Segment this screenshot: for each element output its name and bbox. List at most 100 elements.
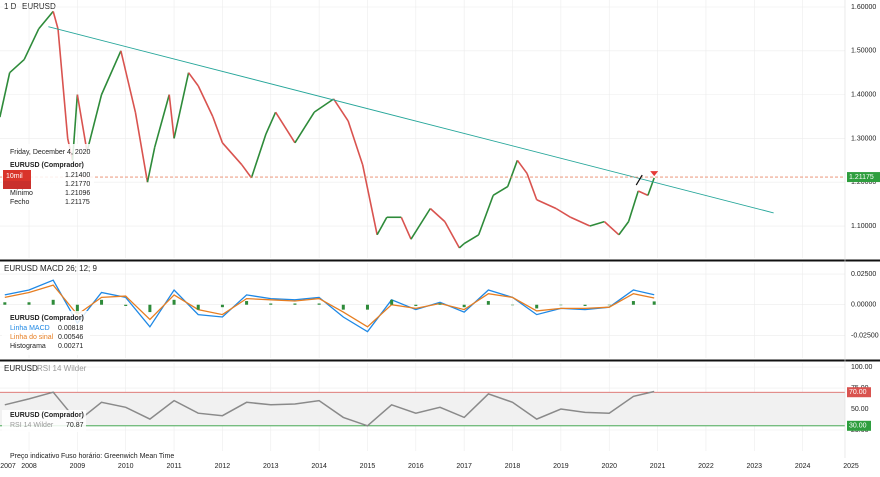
x-tick-label: 2009 xyxy=(70,463,86,470)
price-segment xyxy=(410,208,432,240)
histogram-bar xyxy=(148,304,152,313)
footer-note: Preço indicativo xyxy=(10,453,60,460)
price-segment xyxy=(463,234,480,245)
info-instrument: EURUSD (Comprador) xyxy=(10,315,84,322)
last-price-box xyxy=(847,172,880,183)
legend-label: Linha do sinal xyxy=(10,334,54,341)
histogram-bar xyxy=(317,303,321,305)
price-segment xyxy=(444,221,461,249)
price-segment xyxy=(197,85,214,117)
y-tick-label: 50.00 xyxy=(851,406,869,413)
price-segment xyxy=(536,199,557,210)
footer-timezone: Fuso horário: Greenwich Mean Time xyxy=(61,453,174,460)
y-tick-label: 0.02500 xyxy=(851,271,876,278)
price-segment xyxy=(647,177,655,196)
badge: 10mil xyxy=(6,173,23,180)
price-segment xyxy=(555,207,571,218)
info-box xyxy=(2,410,86,432)
histogram-bar xyxy=(607,304,611,306)
x-tick-label: 2020 xyxy=(601,463,617,470)
oversold-box xyxy=(847,420,871,431)
price-segment xyxy=(313,98,335,113)
price-segment xyxy=(100,50,122,95)
price-segment xyxy=(0,72,11,117)
price-segment xyxy=(274,111,296,144)
histogram-bar xyxy=(245,301,249,305)
x-tick-label: 2007 xyxy=(0,463,16,470)
price-segment xyxy=(57,28,69,139)
legend-value: 0.00546 xyxy=(58,334,83,341)
info-date: Friday, December 4, 2020 xyxy=(10,149,91,156)
price-segment xyxy=(265,111,277,135)
price-segment xyxy=(9,58,25,74)
macd-line xyxy=(4,279,655,333)
histogram-bar xyxy=(124,304,128,306)
price-segment xyxy=(376,216,388,236)
price-segment xyxy=(618,221,630,236)
price-segment xyxy=(627,190,640,222)
histogram-bar xyxy=(631,301,635,305)
histogram-bar xyxy=(27,302,31,305)
legend-value: 0.00818 xyxy=(58,325,83,332)
price-segment xyxy=(134,111,149,183)
x-tick-label: 2014 xyxy=(311,463,327,470)
x-tick-label: 2016 xyxy=(408,463,424,470)
histogram-bar xyxy=(172,299,176,305)
histogram-bar xyxy=(486,301,490,305)
y-tick-label: 0.00000 xyxy=(851,302,876,309)
y-tick-label: 1.30000 xyxy=(851,135,876,142)
histogram-bar xyxy=(583,304,587,306)
histogram-bar xyxy=(341,304,345,310)
price-segment xyxy=(38,10,54,30)
histogram-bar xyxy=(220,304,224,308)
legend-value: 0.00271 xyxy=(58,343,83,350)
price-segment xyxy=(294,111,315,144)
legend-label: RSI 14 Wilder xyxy=(10,422,54,429)
price-segment xyxy=(458,242,465,249)
price-segment xyxy=(211,116,224,144)
price-segment xyxy=(589,220,605,227)
info-instrument: EURUSD (Comprador) xyxy=(10,412,84,419)
symbol: EURUSD xyxy=(22,2,56,11)
histogram-bar xyxy=(51,299,55,305)
price-segment xyxy=(153,94,171,148)
price-segment xyxy=(506,160,519,187)
y-tick-label: 1.40000 xyxy=(851,91,876,98)
histogram-bar xyxy=(100,299,104,305)
x-tick-label: 2024 xyxy=(795,463,811,470)
rsi-band xyxy=(0,392,845,426)
info-value: 1.21770 xyxy=(65,181,90,188)
histogram-bar xyxy=(511,304,515,306)
histogram-bar xyxy=(75,304,79,314)
x-tick-label: 2008 xyxy=(21,463,37,470)
info-instrument: EURUSD (Comprador) xyxy=(10,162,84,169)
histogram-bar xyxy=(269,303,273,305)
x-tick-label: 2010 xyxy=(118,463,134,470)
legend-label: Linha MACD xyxy=(10,325,50,332)
x-tick-label: 2011 xyxy=(167,463,182,470)
price-segment xyxy=(86,94,103,152)
price-segment xyxy=(168,94,175,139)
price-segment xyxy=(187,72,199,87)
info-box xyxy=(2,311,90,355)
price-segment xyxy=(250,133,267,179)
y-tick-label: -0.02500 xyxy=(851,332,879,339)
histogram-bar xyxy=(196,304,200,310)
trendline xyxy=(48,26,774,214)
badge-box xyxy=(3,180,31,189)
histogram-bar xyxy=(462,304,466,308)
info-label: Fecho xyxy=(10,199,30,206)
info-value: 1.21175 xyxy=(65,199,90,206)
macd-line xyxy=(4,284,655,328)
price-segment xyxy=(332,98,349,122)
histogram-bar xyxy=(652,301,656,305)
price-segment xyxy=(637,190,649,197)
histogram-bar xyxy=(365,304,369,310)
info-value: 1.21096 xyxy=(65,190,90,197)
price-segment xyxy=(76,94,88,152)
legend-label: Histograma xyxy=(10,343,46,350)
price-segment xyxy=(221,142,243,166)
y-tick-label: 100.00 xyxy=(851,364,873,371)
panel-title: EURUSD MACD 26; 12; 9 xyxy=(4,264,97,273)
